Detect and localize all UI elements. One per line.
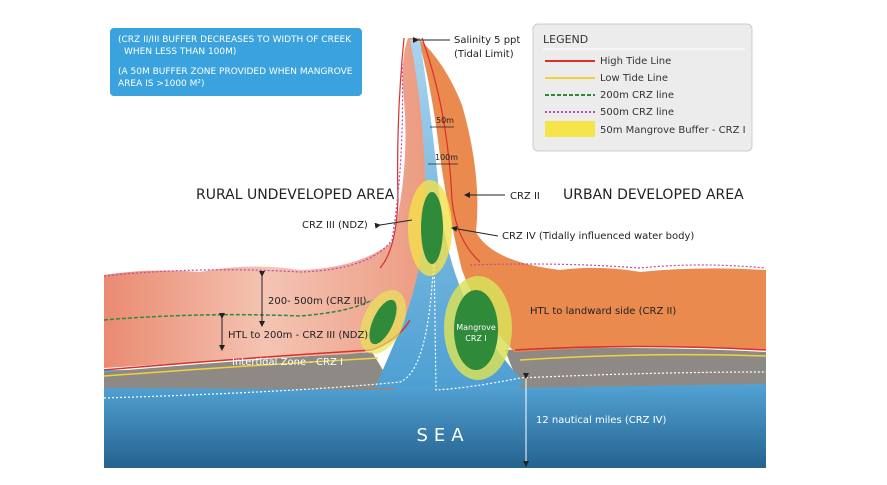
crz-500m-line — [469, 263, 767, 269]
zone-label: CRZ II — [510, 191, 540, 202]
arrow — [451, 225, 499, 237]
low-tide-line — [519, 353, 767, 361]
zone-label: HTL to landward side (CRZ II) — [530, 306, 676, 317]
intertidal-right — [505, 347, 766, 388]
legend-label: 50m Mangrove Buffer - CRZ I — [600, 125, 746, 136]
width-label: 50m — [436, 116, 454, 125]
legend-background — [532, 23, 753, 152]
legend-label: 200m CRZ line — [600, 90, 674, 101]
high-tide-line — [421, 37, 481, 263]
crz-200m-line — [103, 299, 373, 321]
sea-label: SEA — [416, 425, 469, 446]
urban-land — [418, 38, 766, 352]
legend-title: LEGEND — [543, 33, 588, 46]
area-label: RURAL UNDEVELOPED AREA — [196, 187, 395, 203]
zone-label: 200- 500m (CRZ III) — [268, 296, 367, 307]
zone-label: Intertidal Zone - CRZ I — [232, 357, 343, 368]
rural-land — [104, 38, 431, 368]
note-line: (CRZ II/III BUFFER DECREASES TO WIDTH OF… — [118, 35, 352, 45]
arrow — [374, 219, 413, 229]
tidal-limit: (Tidal Limit) — [454, 49, 514, 60]
note-line: (A 50M BUFFER ZONE PROVIDED WHEN MANGROV… — [118, 67, 353, 77]
tidal-limit: Salinity 5 ppt — [454, 35, 520, 46]
note-box: (CRZ II/III BUFFER DECREASES TO WIDTH OF… — [110, 28, 362, 96]
note-line: WHEN LESS THAN 100M) — [124, 47, 236, 57]
zone-label: HTL to 200m - CRZ III (NDZ) — [228, 330, 368, 341]
high-tide-line — [379, 37, 405, 269]
low-tide-line — [103, 357, 379, 377]
legend-label: High Tide Line — [600, 56, 671, 67]
legend: LEGEND High Tide Line Low Tide Line 200m… — [532, 23, 753, 152]
zone-label: 12 nautical miles (CRZ IV) — [536, 415, 666, 426]
zone-label: Mangrove — [456, 323, 496, 332]
creek — [375, 40, 525, 388]
mangrove — [421, 192, 443, 264]
sea-boundary — [103, 249, 767, 399]
area-label: URBAN DEVELOPED AREA — [563, 187, 744, 203]
mangrove — [369, 299, 397, 345]
legend-label: 500m CRZ line — [600, 107, 674, 118]
legend-label: Low Tide Line — [600, 73, 668, 84]
zone-label: CRZ III (NDZ) — [302, 220, 368, 231]
note-background — [110, 28, 362, 96]
legend-swatch — [545, 121, 595, 137]
width-label: 100m — [435, 153, 458, 162]
zone-label: CRZ I — [465, 334, 487, 343]
mangrove — [454, 290, 498, 370]
zone-label: CRZ IV (Tidally influenced water body) — [502, 231, 694, 242]
note-line: AREA IS >1000 M²) — [118, 79, 205, 89]
high-tide-line — [514, 345, 767, 351]
